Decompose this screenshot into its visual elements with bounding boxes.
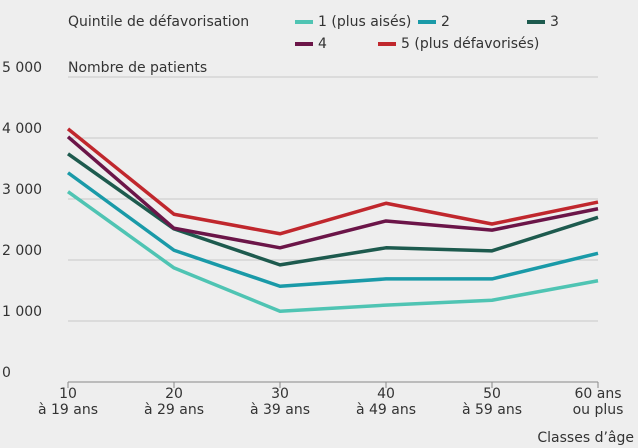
x-tick-label: 40 [377,386,395,402]
x-tick-label: à 39 ans [250,402,310,418]
y-tick-label: 2 000 [2,243,42,259]
y-axis-title: Nombre de patients [68,60,207,76]
x-tick-label: 10 [59,386,77,402]
y-tick-label: 5 000 [2,60,42,76]
y-tick-label: 0 [2,365,11,381]
x-tick-label: 50 [483,386,501,402]
x-tick-label: à 29 ans [144,402,204,418]
series-line [66,152,599,267]
x-tick-label: 20 [165,386,183,402]
legend-label: 2 [441,14,450,30]
series-line [66,171,599,288]
series-line [66,127,599,236]
legend-label: 4 [318,36,327,52]
x-tick-label: à 19 ans [38,402,98,418]
x-tick-label: à 49 ans [356,402,416,418]
y-tick-label: 4 000 [2,121,42,137]
x-tick-label: 30 [271,386,289,402]
x-tick-label: à 59 ans [462,402,522,418]
series-line [66,190,599,313]
legend-label: 1 (plus aisés) [318,14,411,30]
legend-label: 5 (plus défavorisés) [401,36,539,52]
series-line [66,135,599,250]
x-tick-label: ou plus [573,402,624,418]
x-axis-title: Classes d’âge [537,430,634,446]
legend-title: Quintile de défavorisation [68,14,249,30]
y-tick-label: 1 000 [2,304,42,320]
legend-label: 3 [550,14,559,30]
x-tick-label: 60 ans [574,386,621,402]
y-tick-label: 3 000 [2,182,42,198]
